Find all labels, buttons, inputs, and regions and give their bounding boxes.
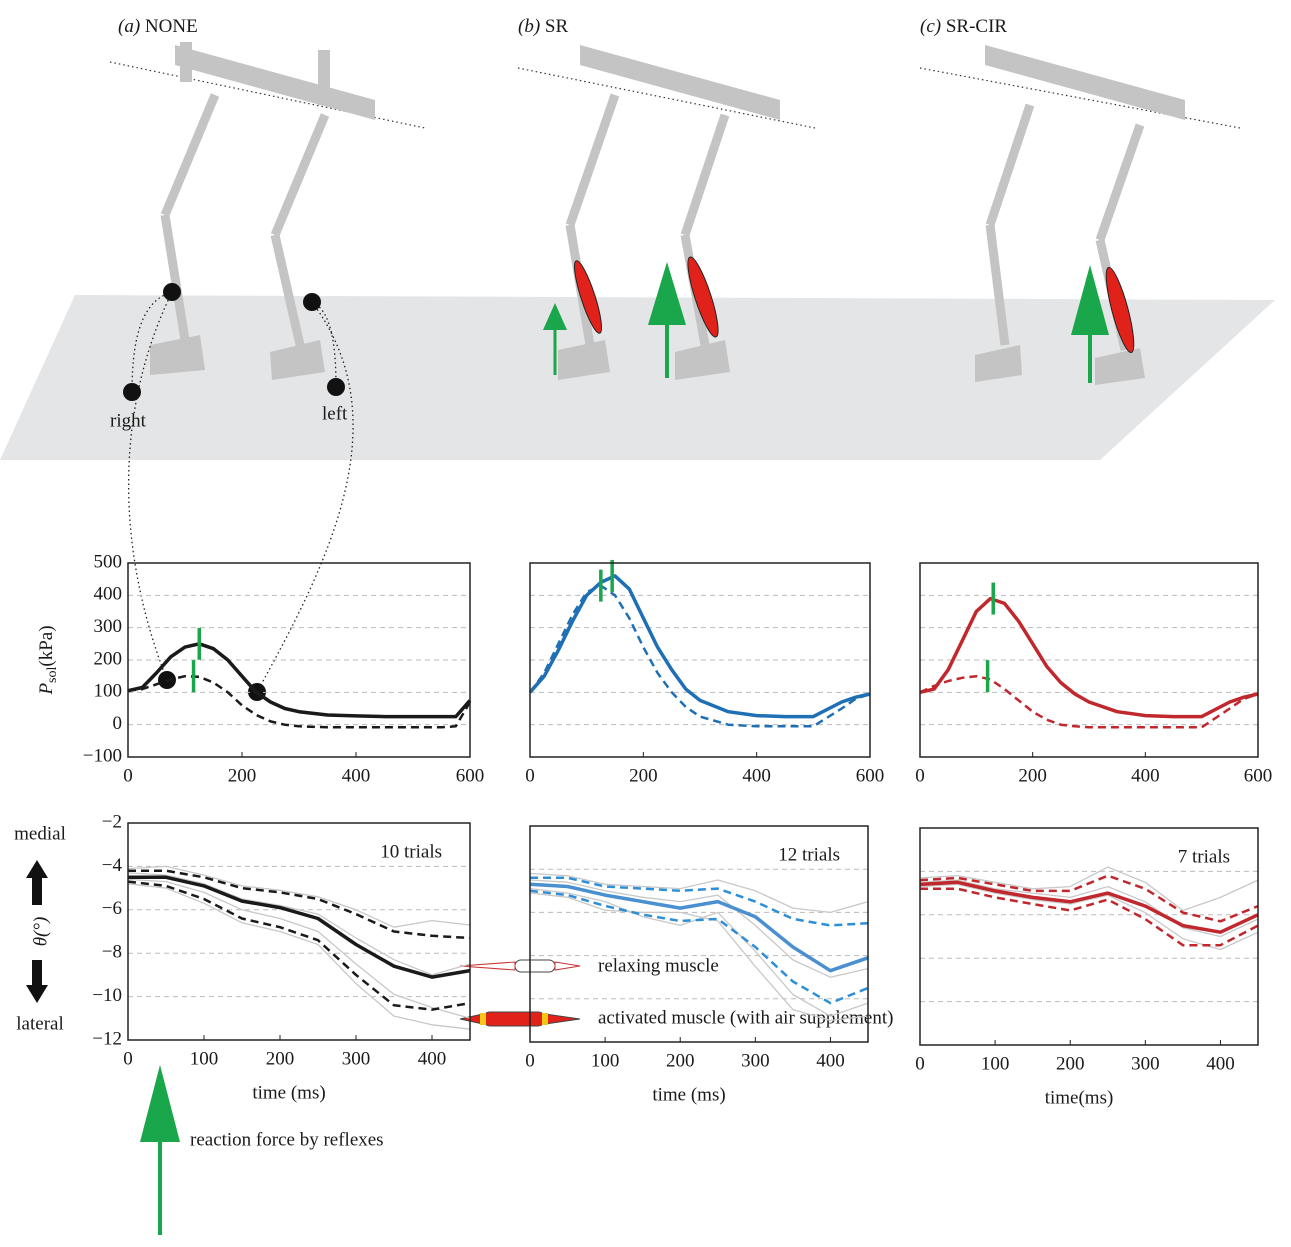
series-line bbox=[128, 877, 470, 977]
series-line bbox=[920, 880, 1258, 936]
series-line bbox=[920, 882, 1258, 932]
panel-name: SR bbox=[545, 16, 569, 37]
x-axis-label: time (ms) bbox=[652, 1084, 725, 1105]
x-tick-label: 600 bbox=[1244, 765, 1273, 786]
series-line bbox=[128, 644, 470, 717]
x-tick-label: 0 bbox=[123, 1048, 133, 1069]
x-tick-label: 400 bbox=[1206, 1053, 1235, 1074]
y-label-subscript: sol bbox=[45, 666, 60, 682]
x-tick-label: 400 bbox=[816, 1050, 845, 1071]
panel-label: (c) bbox=[920, 16, 941, 37]
series-line bbox=[530, 576, 870, 717]
figure: right left (a) NONE (b) SR (c) SR-CIR re… bbox=[0, 0, 1291, 1247]
y-tick-label: 500 bbox=[94, 551, 123, 572]
y-tick-label: 200 bbox=[94, 648, 123, 669]
annotation: 12 trials bbox=[778, 844, 840, 865]
x-tick-label: 200 bbox=[629, 765, 658, 786]
x-tick-label: 200 bbox=[1056, 1053, 1085, 1074]
panel-name: SR-CIR bbox=[946, 16, 1008, 37]
direction-arrow bbox=[26, 960, 48, 1003]
direction-label: lateral bbox=[16, 1013, 63, 1034]
y-label-unit: (kPa) bbox=[36, 625, 57, 666]
x-tick-label: 600 bbox=[456, 765, 485, 786]
x-tick-label: 400 bbox=[742, 765, 771, 786]
series-line bbox=[128, 676, 470, 727]
x-tick-label: 400 bbox=[1131, 765, 1160, 786]
y-tick-label: −12 bbox=[92, 1028, 122, 1049]
x-tick-label: 100 bbox=[591, 1050, 620, 1071]
annotation: 10 trials bbox=[380, 841, 442, 862]
y-tick-label: −4 bbox=[102, 855, 123, 876]
series-line bbox=[128, 879, 470, 1018]
direction-label: medial bbox=[14, 823, 66, 844]
y-label-symbol: P bbox=[36, 683, 57, 696]
y-axis-label: θ(°) bbox=[30, 917, 51, 947]
x-tick-label: 0 bbox=[123, 765, 133, 786]
series-line bbox=[920, 884, 1258, 949]
panel-label: (b) bbox=[518, 16, 540, 37]
direction-arrow bbox=[26, 860, 48, 905]
x-tick-label: 600 bbox=[856, 765, 885, 786]
x-tick-label: 0 bbox=[915, 1053, 925, 1074]
x-tick-label: 0 bbox=[525, 1050, 535, 1071]
x-tick-label: 300 bbox=[741, 1050, 770, 1071]
y-tick-label: 300 bbox=[94, 616, 123, 637]
x-tick-label: 200 bbox=[266, 1048, 295, 1069]
x-tick-label: 400 bbox=[418, 1048, 447, 1069]
x-tick-label: 100 bbox=[190, 1048, 219, 1069]
x-tick-label: 0 bbox=[915, 765, 925, 786]
y-tick-label: 400 bbox=[94, 584, 123, 605]
panel-title: (a) NONE bbox=[118, 16, 198, 37]
y-tick-label: −8 bbox=[102, 942, 122, 963]
x-axis-label: time(ms) bbox=[1045, 1087, 1114, 1108]
y-tick-label: 0 bbox=[113, 713, 123, 734]
series-line bbox=[128, 873, 470, 975]
y-tick-label: −10 bbox=[92, 985, 122, 1006]
series-line bbox=[128, 882, 470, 1010]
y-tick-label: −2 bbox=[102, 811, 122, 832]
x-tick-label: 300 bbox=[1131, 1053, 1160, 1074]
series-line bbox=[530, 891, 868, 1003]
x-tick-label: 0 bbox=[525, 765, 535, 786]
panel-title: (c) SR-CIR bbox=[920, 16, 1007, 37]
annotation: 7 trials bbox=[1178, 846, 1230, 867]
panel-title: (b) SR bbox=[518, 16, 568, 37]
x-tick-label: 100 bbox=[981, 1053, 1010, 1074]
panel-label: (a) bbox=[118, 16, 140, 37]
y-axis-label: Psol(kPa) bbox=[36, 625, 60, 695]
x-tick-label: 400 bbox=[342, 765, 371, 786]
legend-label: relaxing muscle bbox=[598, 955, 719, 976]
panel-name: NONE bbox=[145, 16, 198, 37]
legend-label: reaction force by reflexes bbox=[190, 1129, 384, 1150]
series-line bbox=[920, 599, 1258, 717]
y-tick-label: −6 bbox=[102, 898, 122, 919]
leg-label: right bbox=[110, 410, 147, 431]
y-tick-label: −100 bbox=[83, 745, 122, 766]
x-tick-label: 200 bbox=[1018, 765, 1047, 786]
leg-label: left bbox=[322, 403, 348, 424]
x-tick-label: 200 bbox=[228, 765, 257, 786]
x-tick-label: 300 bbox=[342, 1048, 371, 1069]
y-tick-label: 100 bbox=[94, 681, 123, 702]
x-tick-label: 200 bbox=[666, 1050, 695, 1071]
x-axis-label: time (ms) bbox=[252, 1082, 325, 1103]
